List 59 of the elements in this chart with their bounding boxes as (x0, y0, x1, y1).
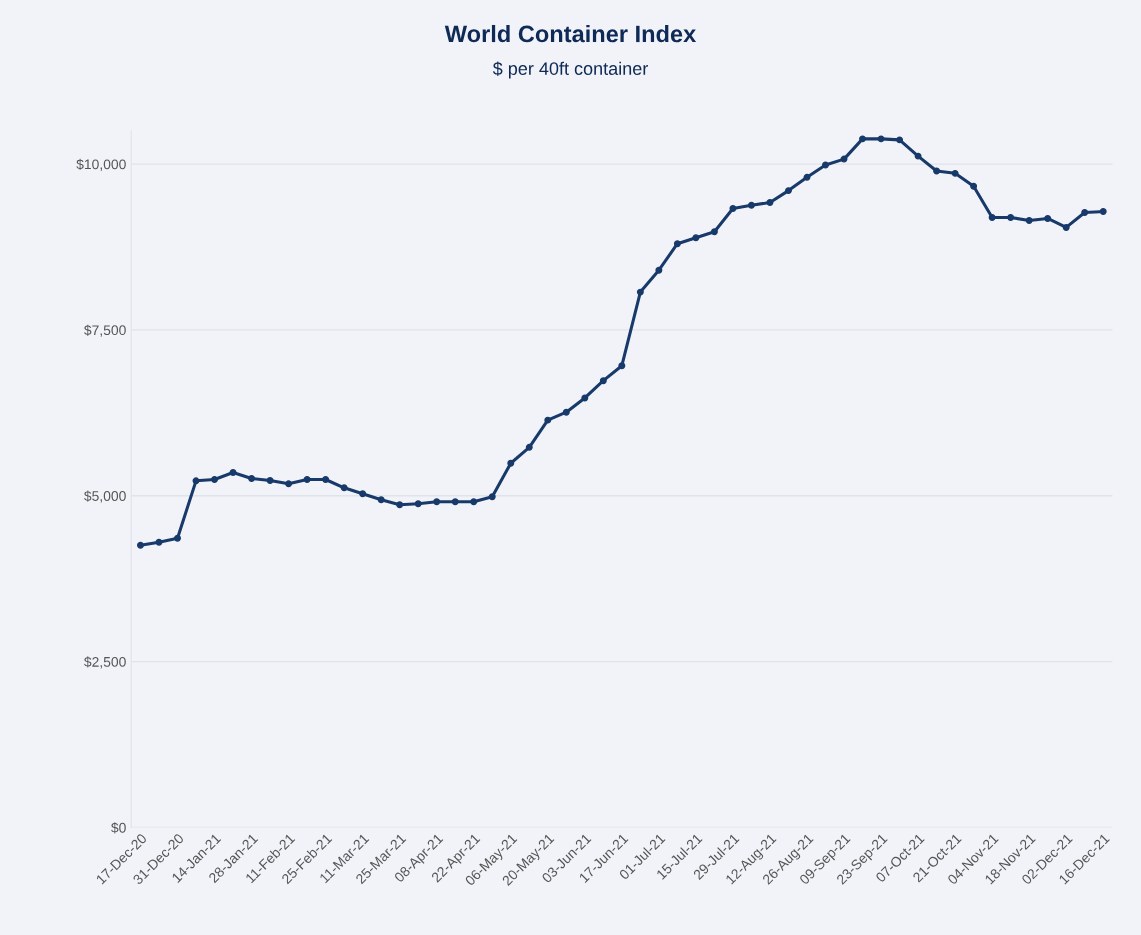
point (544, 416, 552, 424)
point (785, 187, 792, 195)
point (211, 476, 219, 483)
point (248, 475, 256, 482)
point (655, 266, 663, 274)
point (396, 501, 404, 509)
point (1007, 214, 1015, 221)
point (451, 498, 459, 506)
point (1025, 216, 1033, 224)
point (988, 214, 996, 221)
y-tick-label: $10,000 (76, 158, 126, 171)
point (470, 498, 478, 506)
point (747, 201, 755, 209)
point (340, 484, 348, 492)
point (155, 538, 163, 546)
y-tick-label: $0 (111, 822, 126, 834)
chart-title: World Container Index (444, 24, 697, 43)
point (896, 136, 904, 144)
y-tick-label: $2,500 (84, 656, 126, 669)
point (914, 152, 922, 160)
point (636, 288, 644, 296)
point (729, 205, 737, 212)
point (562, 408, 570, 416)
point (859, 135, 867, 143)
point (710, 228, 718, 236)
point (1081, 209, 1089, 216)
point (951, 169, 959, 177)
point (599, 377, 607, 385)
point (1099, 208, 1107, 215)
point (1062, 223, 1070, 231)
point (525, 443, 533, 451)
point (192, 477, 200, 485)
point (581, 394, 589, 402)
point (877, 135, 885, 143)
point (618, 362, 626, 370)
y-tick-label: $7,500 (84, 324, 126, 337)
point (285, 480, 293, 488)
point (933, 167, 941, 175)
point (359, 490, 367, 498)
point (488, 493, 496, 501)
point (136, 541, 144, 549)
point (266, 477, 274, 484)
point (174, 534, 181, 542)
point (970, 182, 978, 190)
point (414, 500, 422, 508)
point (377, 496, 385, 504)
point (766, 199, 774, 207)
point (803, 173, 811, 181)
point (692, 234, 700, 242)
point (303, 476, 311, 483)
point (507, 459, 515, 467)
point (229, 469, 237, 477)
point (433, 498, 441, 506)
chart-subtitle: $ per 40ft container (492, 61, 648, 79)
point (1044, 214, 1052, 222)
point (822, 161, 829, 169)
point (322, 476, 330, 483)
y-tick-label: $5,000 (84, 490, 126, 503)
point (673, 240, 681, 248)
